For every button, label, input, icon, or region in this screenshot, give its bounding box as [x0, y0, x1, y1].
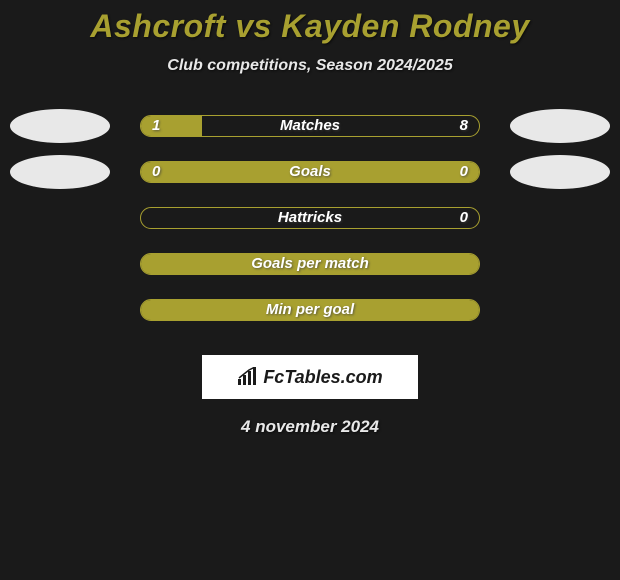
stat-row: Min per goal — [0, 299, 620, 345]
logo-text: FcTables.com — [263, 367, 382, 388]
stat-bar — [140, 161, 480, 183]
comparison-rows: Matches18Goals00Hattricks0Goals per matc… — [0, 115, 620, 345]
stat-bar — [140, 207, 480, 229]
date-label: 4 november 2024 — [0, 417, 620, 437]
stat-value-left: 0 — [152, 161, 160, 183]
stat-value-right: 0 — [460, 161, 468, 183]
player-avatar-right — [510, 155, 610, 189]
stat-bar-fill — [141, 116, 202, 136]
player-avatar-left — [10, 155, 110, 189]
stat-value-right: 0 — [460, 207, 468, 229]
stat-value-right: 8 — [460, 115, 468, 137]
player-avatar-left — [10, 109, 110, 143]
stat-row: Matches18 — [0, 115, 620, 161]
stat-bar — [140, 115, 480, 137]
stat-bar-fill — [141, 254, 479, 274]
logo-box: FcTables.com — [202, 355, 418, 399]
player-avatar-right — [510, 109, 610, 143]
stat-bar — [140, 299, 480, 321]
page-title: Ashcroft vs Kayden Rodney — [0, 0, 620, 45]
page-subtitle: Club competitions, Season 2024/2025 — [0, 57, 620, 75]
stat-value-left: 1 — [152, 115, 160, 137]
stat-bar — [140, 253, 480, 275]
stat-bar-fill — [141, 162, 479, 182]
stat-row: Hattricks0 — [0, 207, 620, 253]
chart-icon — [237, 367, 259, 387]
stat-row: Goals per match — [0, 253, 620, 299]
stat-row: Goals00 — [0, 161, 620, 207]
stat-bar-fill — [141, 300, 479, 320]
